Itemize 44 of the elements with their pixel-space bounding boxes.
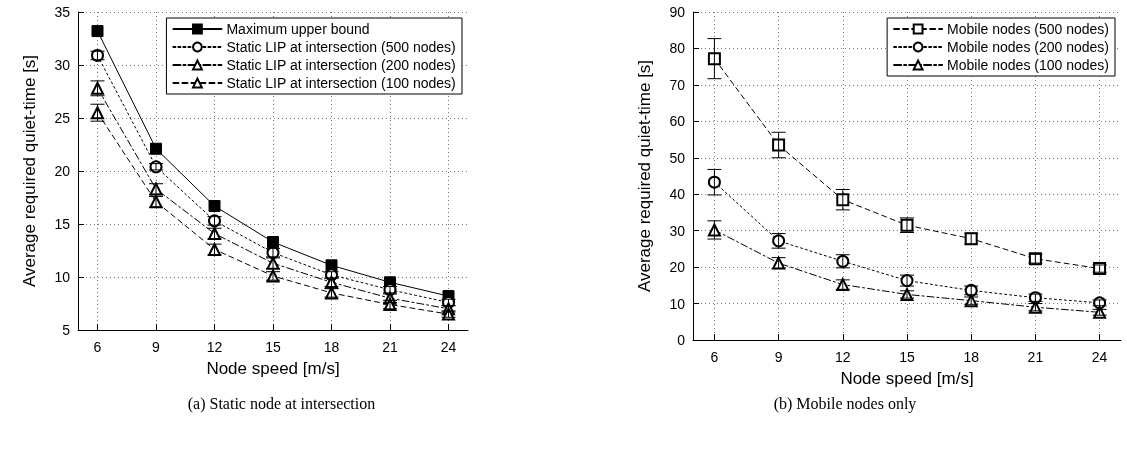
y-tick-label: 50	[669, 149, 686, 166]
y-tick-label: 20	[669, 259, 686, 276]
x-tick-label: 6	[93, 339, 102, 355]
x-tick-label: 18	[323, 339, 340, 355]
x-tick-label: 15	[899, 349, 915, 365]
x-tick-label: 12	[835, 349, 851, 365]
x-tick-label: 21	[1027, 349, 1044, 365]
x-tick-label: 24	[440, 339, 457, 355]
x-axis-title: Node speed [m/s]	[840, 369, 974, 388]
legend-label: Mobile nodes (100 nodes)	[947, 57, 1110, 73]
y-tick-label: 0	[677, 332, 686, 348]
legend-label: Static LIP at intersection (200 nodes)	[226, 57, 456, 73]
legend-label: Static LIP at intersection (100 nodes)	[226, 75, 456, 91]
y-tick-label: 25	[54, 110, 71, 126]
legend-label: Mobile nodes (500 nodes)	[947, 21, 1110, 37]
x-tick-label: 21	[382, 339, 398, 355]
y-tick-label: 70	[669, 76, 686, 93]
x-tick-label: 24	[1091, 349, 1108, 365]
x-axis-title: Node speed [m/s]	[206, 359, 340, 378]
y-tick-label: 20	[54, 163, 71, 179]
text: (b) Mobile nodes only	[773, 394, 917, 413]
legend-label: Maximum upper bound	[226, 21, 370, 37]
y-tick-label: 90	[669, 4, 686, 20]
x-tick-label: 15	[265, 339, 281, 355]
x-tick-label: 18	[963, 349, 980, 365]
y-tick-label: 30	[669, 222, 686, 239]
x-tick-label: 12	[206, 339, 223, 355]
y-tick-label: 35	[54, 4, 71, 20]
y-axis-title: Average required quiet-time [s]	[635, 59, 654, 293]
y-tick-label: 40	[669, 186, 686, 203]
y-tick-label: 60	[669, 113, 686, 130]
x-tick-label: 9	[152, 339, 161, 355]
legend-label: Static LIP at intersection (500 nodes)	[226, 39, 456, 55]
y-tick-label: 10	[54, 269, 71, 285]
y-tick-label: 5	[62, 322, 71, 338]
y-tick-label: 15	[54, 216, 71, 232]
y-axis-title: Average required quiet-time [s]	[20, 54, 39, 288]
x-tick-label: 9	[774, 349, 783, 365]
y-tick-label: 10	[669, 295, 686, 312]
legend-label: Mobile nodes (200 nodes)	[947, 39, 1110, 55]
text: (a) Static node at intersection	[187, 394, 376, 413]
y-tick-label: 80	[669, 40, 686, 57]
y-tick-label: 30	[54, 57, 71, 73]
x-tick-label: 6	[710, 349, 719, 365]
